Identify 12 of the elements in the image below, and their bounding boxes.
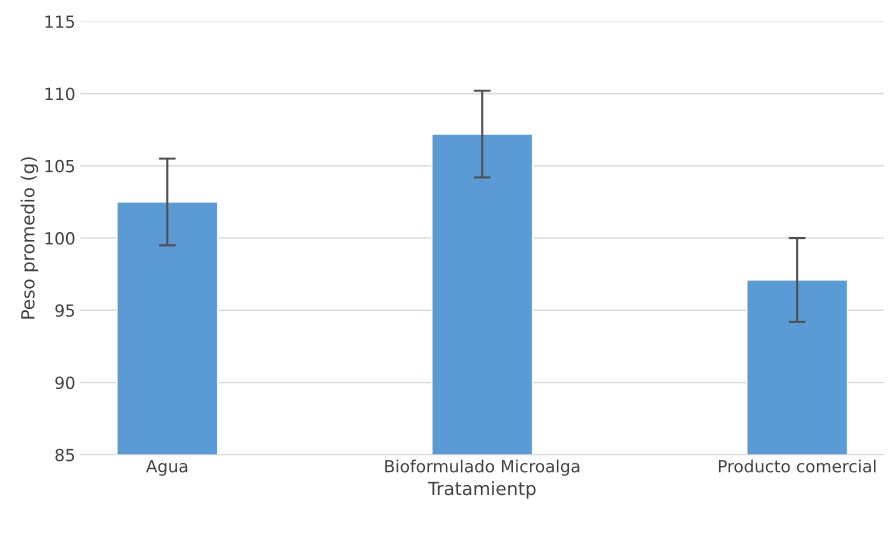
y-tick-label: 100 (46, 232, 74, 245)
y-tick-label: 110 (46, 88, 74, 100)
y-tick-label: 115 (46, 16, 74, 28)
x-tick-label: Bioformulado Microalga (385, 460, 580, 476)
y-axis-title: Peso promedio (g) (20, 157, 38, 319)
y-tick-label: 105 (46, 160, 74, 172)
x-tick-label: Agua (146, 460, 188, 476)
y-tick-label: 90 (55, 376, 74, 390)
y-tick-label: 85 (55, 448, 74, 462)
x-tick-label: Producto comercial (718, 460, 876, 473)
y-tick-label: 95 (55, 304, 74, 317)
x-axis-title: Tratamientp (428, 481, 536, 499)
